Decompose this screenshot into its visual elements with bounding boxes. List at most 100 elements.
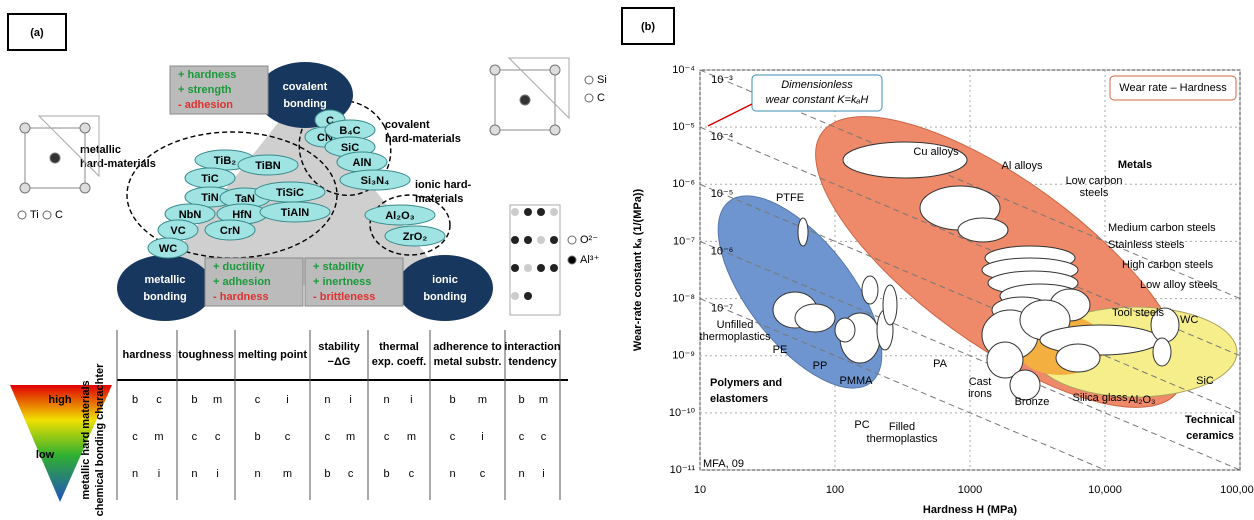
- atom: [80, 123, 90, 133]
- group-label: materials: [415, 193, 463, 205]
- bonding-name: covalent: [283, 81, 328, 93]
- table-cell: i: [542, 468, 544, 480]
- wear-constant-label: 10⁻⁴: [711, 131, 734, 143]
- material-ellipse: [798, 218, 808, 246]
- atom: [511, 292, 519, 300]
- material-ellipse: [795, 304, 835, 332]
- x-tick-label: 100: [826, 484, 844, 496]
- property: + ductility: [213, 261, 266, 273]
- y-tick-label: 10⁻⁹: [672, 350, 695, 362]
- property: - adhesion: [178, 99, 233, 111]
- atom: [550, 208, 558, 216]
- scale-label: low: [36, 449, 55, 461]
- compound: B₄C: [339, 125, 360, 137]
- compound: HfN: [232, 209, 252, 221]
- atom: [50, 153, 60, 163]
- atom: [524, 264, 532, 272]
- material-label: Metals: [1118, 159, 1152, 171]
- wear-constant-label: 10⁻⁷: [711, 302, 733, 314]
- table-cell: b: [191, 394, 197, 406]
- table-cell: c: [409, 468, 415, 480]
- table-cell: c: [325, 431, 331, 443]
- atom: [490, 125, 500, 135]
- table-cell: n: [518, 468, 524, 480]
- table-cell: i: [410, 394, 412, 406]
- material-label: High carbon steels: [1122, 259, 1214, 271]
- compound: WC: [159, 243, 177, 255]
- material-label: Al₂O₃: [1128, 394, 1155, 406]
- material-ellipse: [883, 285, 897, 325]
- species: Al³⁺: [580, 254, 599, 266]
- table-cell: n: [324, 394, 330, 406]
- wear-constant-label: 10⁻³: [711, 74, 733, 86]
- atom: [550, 236, 558, 244]
- material-label: ceramics: [1186, 430, 1234, 442]
- atom: [511, 264, 519, 272]
- group-label: metallic: [80, 144, 121, 156]
- wear-constant-label: 10⁻⁵: [711, 188, 734, 200]
- annotation: Wear rate – Hardness: [1119, 82, 1227, 94]
- species-marker: [568, 256, 576, 264]
- compound: VC: [170, 225, 185, 237]
- atom: [511, 236, 519, 244]
- atom: [550, 125, 560, 135]
- species-marker: [568, 236, 576, 244]
- table-cell: n: [132, 468, 138, 480]
- property: + hardness: [178, 69, 236, 81]
- compound: TiB₂: [214, 155, 237, 167]
- wear-constant-label: 10⁻⁶: [711, 245, 734, 257]
- material-label: Cu alloys: [913, 146, 959, 158]
- material-label: Low alloy steels: [1140, 279, 1218, 291]
- x-tick-label: 10,000: [1088, 484, 1122, 496]
- annotation: Dimensionless: [781, 79, 853, 91]
- property: + strength: [178, 84, 232, 96]
- property: - hardness: [213, 291, 269, 303]
- material-label: Filled: [889, 421, 915, 433]
- compound: NbN: [179, 209, 202, 221]
- species: Ti: [30, 209, 39, 221]
- table-cell: m: [407, 431, 416, 443]
- bonding-name: bonding: [143, 291, 186, 303]
- table-header: thermal: [379, 341, 419, 353]
- species: O²⁻: [580, 234, 598, 246]
- atom: [537, 208, 545, 216]
- material-ellipse: [1056, 344, 1100, 372]
- table-cell: m: [346, 431, 355, 443]
- row-label: metallic hard materials: [80, 380, 92, 499]
- material-label: Silica glass: [1072, 392, 1128, 404]
- material-ellipse: [862, 276, 878, 304]
- y-tick-label: 10⁻⁴: [672, 64, 695, 76]
- table-cell: c: [285, 431, 291, 443]
- group-label: ionic hard-: [415, 179, 472, 191]
- atom: [524, 292, 532, 300]
- table-header: hardness: [123, 349, 172, 361]
- table-header: exp. coeff.: [372, 356, 426, 368]
- y-tick-label: 10⁻⁶: [672, 178, 695, 190]
- table-header: interaction: [504, 341, 561, 353]
- table-cell: n: [191, 468, 197, 480]
- table-header: metal substr.: [434, 356, 502, 368]
- table-cell: c: [192, 431, 198, 443]
- atom: [80, 183, 90, 193]
- material-label: Stainless steels: [1108, 239, 1185, 251]
- y-tick-label: 10⁻⁸: [672, 292, 695, 304]
- table-cell: n: [449, 468, 455, 480]
- atom: [524, 208, 532, 216]
- bonding-node: [397, 255, 493, 321]
- atom: [511, 208, 519, 216]
- species-marker: [585, 76, 593, 84]
- table-cell: m: [154, 431, 163, 443]
- property: + inertness: [313, 276, 371, 288]
- table-cell: i: [481, 431, 483, 443]
- table-cell: b: [384, 468, 390, 480]
- table-cell: i: [216, 468, 218, 480]
- material-ellipse: [1040, 325, 1160, 355]
- compound: CrN: [220, 225, 240, 237]
- material-label: Unfilled: [717, 319, 754, 331]
- credit: MFA, 09: [703, 458, 744, 470]
- bonding-node: [117, 255, 213, 321]
- atom: [550, 264, 558, 272]
- table-cell: i: [286, 394, 288, 406]
- material-label: PE: [773, 344, 788, 356]
- material-ellipse: [835, 318, 855, 342]
